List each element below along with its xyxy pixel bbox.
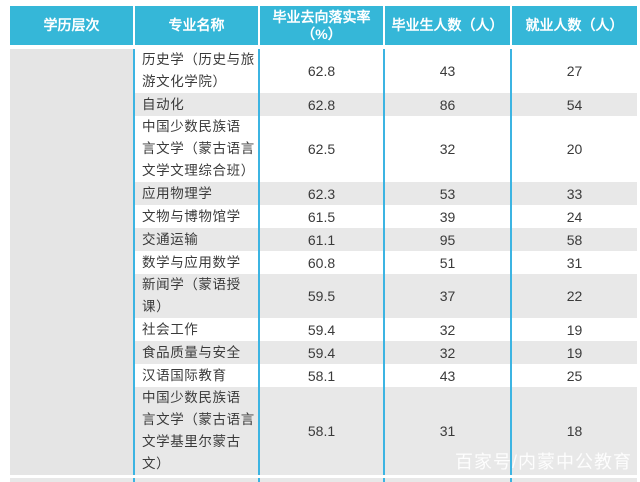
rate-cell: 62.8	[260, 93, 383, 116]
table-body: 历史学（历史与旅 游文化学院） 62.8 43 27 自动化 62.8 86 5…	[10, 49, 637, 475]
header-cell-major-name: 专业名称	[135, 6, 258, 45]
employed-cell: 20	[512, 116, 637, 182]
header-cell-graduate-count: 毕业生人数（人）	[385, 6, 510, 45]
employed-cell: 33	[512, 182, 637, 205]
header-cell-placement-rate: 毕业去向落实率 （%）	[260, 6, 383, 45]
employed-cell: 25	[512, 364, 637, 387]
table-row: 自动化 62.8 86 54	[135, 93, 637, 116]
table-row: 中国少数民族语 言文学（蒙古语言 文学基里尔蒙古 文） 58.1 31 18	[135, 387, 637, 475]
table-row: 汉语国际教育 58.1 43 25	[135, 364, 637, 387]
rate-cell: 58.1	[260, 387, 383, 475]
employed-cell: 18	[512, 387, 637, 475]
rate-cell: 62.3	[260, 182, 383, 205]
table-row: 数学与应用数学 60.8 51 31	[135, 251, 637, 274]
major-cell: 历史学（历史与旅 游文化学院）	[135, 49, 258, 93]
rate-cell: 59.5	[260, 274, 383, 318]
rate-cell: 58.1	[260, 364, 383, 387]
row-gap	[10, 475, 637, 478]
employed-cell: 19	[512, 341, 637, 364]
employed-cell: 58	[512, 228, 637, 251]
table-row: 历史学（历史与旅 游文化学院） 62.8 43 27	[135, 49, 637, 93]
employed-cell: 31	[512, 251, 637, 274]
table-header-row: 学历层次 专业名称 毕业去向落实率 （%） 毕业生人数（人） 就业人数（人）	[10, 6, 637, 45]
graduates-cell: 31	[385, 387, 510, 475]
major-cell: 食品质量与安全	[135, 341, 258, 364]
graduates-cell: 37	[385, 274, 510, 318]
employed-cell: 19	[512, 318, 637, 341]
graduates-cell: 95	[385, 228, 510, 251]
table-row: 社会工作 59.4 32 19	[135, 318, 637, 341]
graduates-cell: 43	[385, 49, 510, 93]
graduates-cell: 53	[385, 182, 510, 205]
rate-cell: 60.8	[260, 251, 383, 274]
major-cell: 数学与应用数学	[135, 251, 258, 274]
watermark-text: 百家号/内蒙中公教育	[454, 452, 632, 472]
graduates-cell: 32	[385, 341, 510, 364]
education-level-merged-cell	[10, 49, 133, 475]
major-cell: 中国少数民族语 言文学（蒙古语言 文学基里尔蒙古 文）	[135, 387, 258, 475]
graduates-cell: 32	[385, 116, 510, 182]
rate-cell: 59.4	[260, 341, 383, 364]
major-cell: 交通运输	[135, 228, 258, 251]
graduates-cell: 32	[385, 318, 510, 341]
table-row: 新闻学（蒙语授 课） 59.5 37 22	[135, 274, 637, 318]
table-row: 文物与博物馆学 61.5 39 24	[135, 205, 637, 228]
major-cell: 社会工作	[135, 318, 258, 341]
major-cell: 应用物理学	[135, 182, 258, 205]
major-cell: 新闻学（蒙语授 课）	[135, 274, 258, 318]
table-row: 中国少数民族语 言文学（蒙古语言 文学文理综合班） 62.5 32 20	[135, 116, 637, 182]
partial-next-row	[10, 478, 637, 482]
graduates-cell: 43	[385, 364, 510, 387]
employed-cell: 27	[512, 49, 637, 93]
major-cell: 汉语国际教育	[135, 364, 258, 387]
header-cell-employed-count: 就业人数（人）	[512, 6, 637, 45]
rate-cell: 59.4	[260, 318, 383, 341]
graduates-cell: 86	[385, 93, 510, 116]
graduates-cell: 51	[385, 251, 510, 274]
employed-cell: 24	[512, 205, 637, 228]
header-cell-education-level: 学历层次	[10, 6, 133, 45]
rate-cell: 61.1	[260, 228, 383, 251]
table-row: 食品质量与安全 59.4 32 19	[135, 341, 637, 364]
rate-cell: 62.5	[260, 116, 383, 182]
employment-table: 学历层次 专业名称 毕业去向落实率 （%） 毕业生人数（人） 就业人数（人） 历…	[10, 6, 637, 482]
major-cell: 文物与博物馆学	[135, 205, 258, 228]
graduates-cell: 39	[385, 205, 510, 228]
employed-cell: 54	[512, 93, 637, 116]
employed-cell: 22	[512, 274, 637, 318]
major-cell: 中国少数民族语 言文学（蒙古语言 文学文理综合班）	[135, 116, 258, 182]
major-cell: 自动化	[135, 93, 258, 116]
column-divider	[133, 49, 135, 475]
table-row: 应用物理学 62.3 53 33	[135, 182, 637, 205]
rate-cell: 62.8	[260, 49, 383, 93]
rate-cell: 61.5	[260, 205, 383, 228]
table-row: 交通运输 61.1 95 58	[135, 228, 637, 251]
table-rows: 历史学（历史与旅 游文化学院） 62.8 43 27 自动化 62.8 86 5…	[135, 49, 637, 475]
